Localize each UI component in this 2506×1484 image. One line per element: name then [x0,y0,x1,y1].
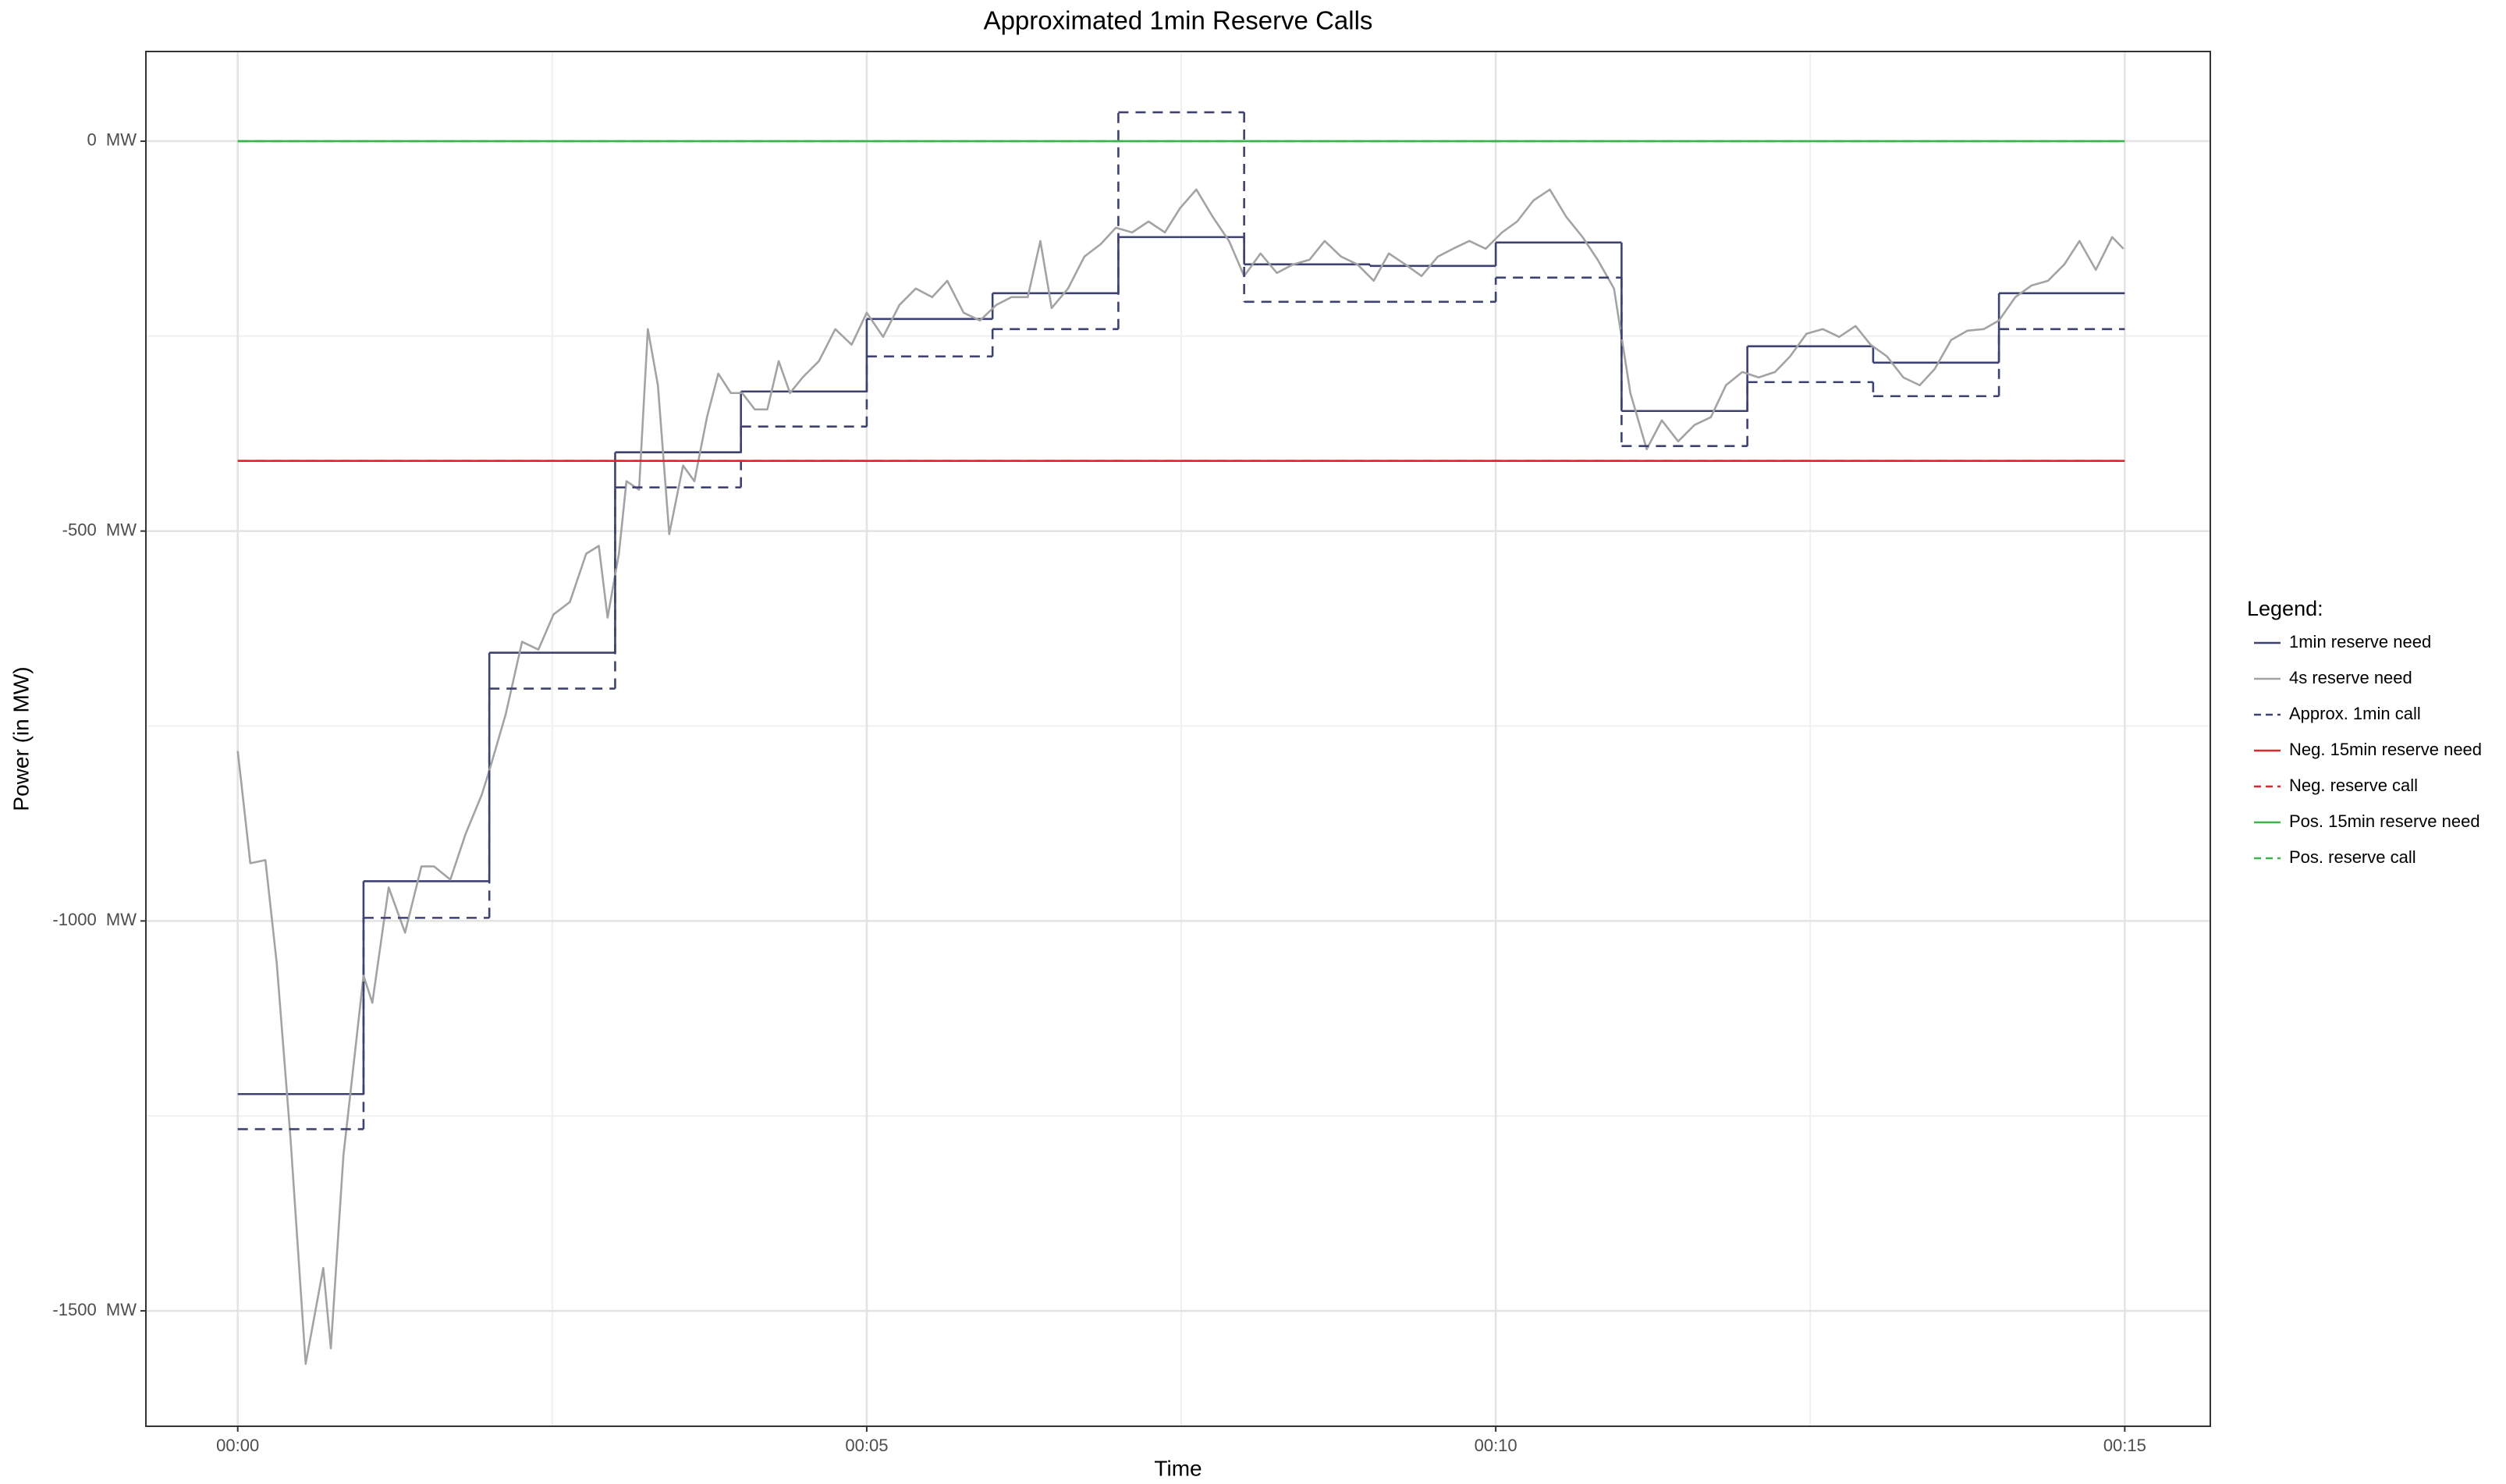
x-tick-label: 00:15 [2103,1436,2146,1455]
legend-label: Neg. reserve call [2289,776,2418,795]
chart-title: Approximated 1min Reserve Calls [984,6,1373,35]
legend-label: Neg. 15min reserve need [2289,740,2482,759]
x-tick-label: 00:00 [216,1436,259,1455]
legend-title: Legend: [2247,597,2323,620]
legend-label: Approx. 1min call [2289,704,2421,723]
legend-label: Pos. reserve call [2289,847,2416,867]
series-line [236,188,2124,1365]
x-tick-label: 00:10 [1475,1436,1517,1455]
y-tick-label: -1000 MW [52,910,137,929]
y-axis-title: Power (in MW) [9,666,33,811]
series [236,188,2124,1365]
series [237,111,2125,1131]
y-tick-label: -1500 MW [52,1300,137,1319]
x-axis-title: Time [1154,1456,1202,1480]
series [237,236,2125,1095]
y-tick-label: 0 MW [87,130,137,150]
plot-border [145,51,2211,1427]
x-tick-label: 00:05 [845,1436,888,1455]
y-tick-label: -500 MW [62,520,137,539]
legend-label: 1min reserve need [2289,632,2431,651]
legend-label: Pos. 15min reserve need [2289,811,2480,831]
legend-label: 4s reserve need [2289,668,2412,687]
